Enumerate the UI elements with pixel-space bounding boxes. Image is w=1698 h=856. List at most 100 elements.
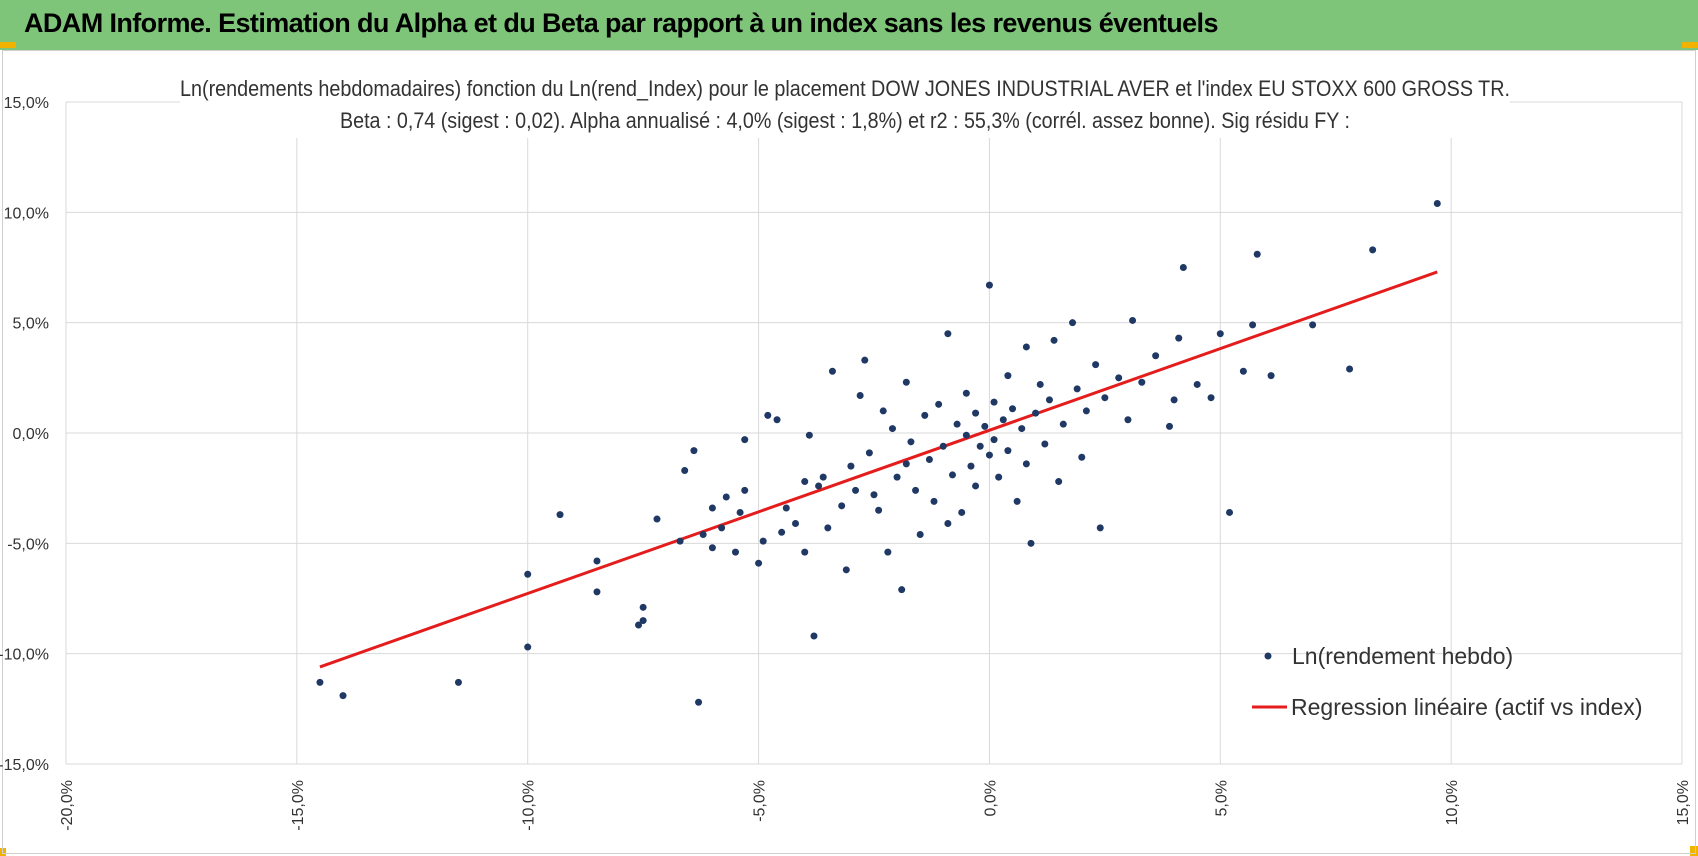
data-point — [861, 356, 869, 364]
data-point — [995, 473, 1003, 481]
data-point — [782, 504, 790, 512]
y-tick-label: 10,0% — [4, 205, 49, 222]
data-point — [639, 617, 647, 625]
data-point — [810, 632, 818, 640]
data-point — [1193, 380, 1201, 388]
data-point — [1069, 319, 1077, 327]
legend: Ln(rendement hebdo) Regression linéaire … — [1252, 643, 1643, 720]
data-point — [870, 491, 878, 499]
data-point — [902, 460, 910, 468]
data-point — [635, 621, 643, 629]
data-point — [764, 411, 772, 419]
data-point — [778, 528, 786, 536]
data-point — [1433, 200, 1441, 208]
data-point — [1013, 497, 1021, 505]
data-point — [1022, 343, 1030, 351]
data-point — [972, 409, 980, 417]
data-point — [1050, 336, 1058, 344]
corner-marker-top-left — [0, 42, 16, 48]
data-point — [805, 431, 813, 439]
data-point — [773, 416, 781, 424]
data-point — [718, 524, 726, 532]
x-tick-label: -5,0% — [752, 780, 769, 822]
data-point — [1092, 361, 1100, 369]
data-point — [888, 425, 896, 433]
data-point — [962, 389, 970, 397]
data-point — [1018, 425, 1026, 433]
data-point — [1175, 334, 1183, 342]
data-point — [1346, 365, 1354, 373]
data-point — [699, 531, 707, 539]
data-point — [593, 588, 601, 596]
data-point — [1027, 539, 1035, 547]
data-point — [1101, 394, 1109, 402]
y-tick-label: 0,0% — [13, 426, 49, 443]
chart-subtitle: Beta : 0,74 (sigest : 0,02). Alpha annua… — [340, 108, 1350, 133]
data-point — [454, 678, 462, 686]
corner-marker-top-right — [1682, 42, 1698, 48]
data-point — [801, 478, 809, 486]
data-point — [819, 473, 827, 481]
data-point — [755, 559, 763, 567]
data-point — [593, 557, 601, 565]
data-point — [1152, 352, 1160, 360]
data-point — [824, 524, 832, 532]
data-point — [912, 486, 920, 494]
data-point — [847, 462, 855, 470]
data-point — [1004, 372, 1012, 380]
data-point — [792, 519, 800, 527]
corner-marker-bottom-left — [0, 848, 6, 856]
data-point — [1216, 330, 1224, 338]
data-point — [981, 422, 989, 430]
x-tick-label: 10,0% — [1444, 780, 1461, 825]
data-point — [1226, 508, 1234, 516]
data-point — [741, 436, 749, 444]
data-point — [1041, 440, 1049, 448]
chart-frame — [2, 50, 1696, 854]
data-point — [953, 420, 961, 428]
data-point — [759, 537, 767, 545]
data-point — [948, 471, 956, 479]
data-point — [801, 548, 809, 556]
data-point — [1124, 416, 1132, 424]
data-point — [731, 548, 739, 556]
data-point — [893, 473, 901, 481]
data-point — [972, 482, 980, 490]
data-point — [1073, 385, 1081, 393]
data-point — [1082, 407, 1090, 415]
data-point — [681, 467, 689, 475]
data-point — [985, 281, 993, 289]
data-point — [999, 416, 1007, 424]
data-point — [852, 486, 860, 494]
data-point — [1165, 422, 1173, 430]
x-tick-label: 0,0% — [982, 780, 999, 816]
data-point — [1253, 250, 1261, 258]
x-tick-label: 5,0% — [1213, 780, 1230, 816]
data-point — [1179, 264, 1187, 271]
data-point — [1369, 246, 1377, 254]
data-point — [524, 570, 532, 578]
title-banner: ADAM Informe. Estimation du Alpha et du … — [0, 0, 1698, 50]
legend-marker-scatter — [1264, 652, 1272, 660]
data-point — [990, 436, 998, 444]
data-point — [856, 391, 864, 399]
data-point — [556, 511, 564, 519]
data-point — [1055, 478, 1063, 486]
data-point — [736, 508, 744, 516]
data-point — [1096, 524, 1104, 532]
data-point — [916, 531, 924, 539]
data-point — [1309, 321, 1317, 329]
data-point — [1170, 396, 1178, 404]
data-point — [1078, 453, 1086, 461]
legend-label-line: Regression linéaire (actif vs index) — [1291, 694, 1643, 720]
data-point — [1059, 420, 1067, 428]
y-tick-label: 15,0% — [4, 95, 49, 112]
regression-layer — [319, 270, 1438, 669]
data-point — [828, 367, 836, 375]
data-point — [524, 643, 532, 651]
points-layer — [316, 200, 1441, 706]
chart-title: Ln(rendements hebdomadaires) fonction du… — [180, 76, 1510, 101]
data-point — [815, 482, 823, 490]
data-point — [976, 442, 984, 450]
